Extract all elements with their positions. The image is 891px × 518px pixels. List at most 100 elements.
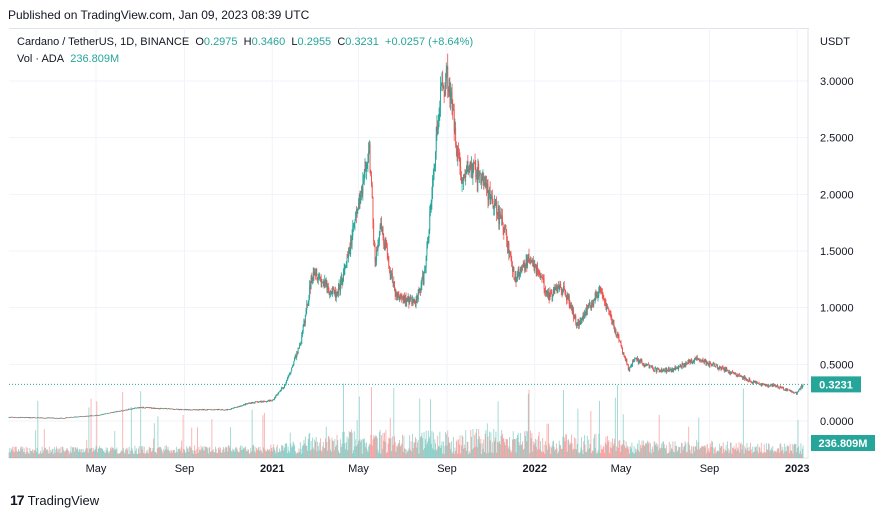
volume-bar xyxy=(774,451,776,458)
volume-bar xyxy=(563,389,565,458)
volume-bar xyxy=(312,437,314,458)
candle-body xyxy=(227,409,229,410)
volume-bar xyxy=(351,432,353,458)
candle-body xyxy=(681,365,682,368)
volume-bar xyxy=(532,441,534,458)
volume-bar xyxy=(378,432,380,458)
candle-body xyxy=(428,230,430,239)
volume-bar xyxy=(449,443,451,458)
volume-bar xyxy=(698,417,700,458)
candle-body xyxy=(376,249,378,251)
candle-body xyxy=(642,364,644,366)
candle-body xyxy=(413,299,415,303)
candle-body xyxy=(197,409,198,411)
volume-bar xyxy=(45,447,47,458)
candle-body xyxy=(537,271,539,275)
volume-bar xyxy=(236,448,238,458)
candle-body xyxy=(12,417,14,418)
volume-bar xyxy=(387,443,389,458)
candle-body xyxy=(24,417,26,419)
volume-bar xyxy=(622,414,624,458)
candle-body xyxy=(94,415,96,417)
candle-body xyxy=(694,358,695,362)
volume-bar xyxy=(442,441,444,458)
volume-bar xyxy=(168,449,170,458)
candle-body xyxy=(84,416,86,417)
volume-bar xyxy=(302,446,303,458)
candle-body xyxy=(776,385,778,387)
volume-bar xyxy=(419,437,421,458)
currency-unit[interactable]: USDT xyxy=(820,36,850,48)
volume-bar xyxy=(249,452,251,458)
volume-bar xyxy=(701,446,703,458)
volume-bar xyxy=(260,450,262,458)
candle-body xyxy=(545,290,547,292)
candle-body xyxy=(301,335,303,344)
x-tick-label: 2021 xyxy=(260,463,284,475)
volume-bar xyxy=(353,431,355,458)
volume-legend: Vol · ADA 236.809M xyxy=(17,53,119,65)
candle-body xyxy=(86,416,88,417)
candle-body xyxy=(132,408,134,409)
candle-body xyxy=(217,409,219,410)
volume-bar xyxy=(433,450,435,458)
candle-body xyxy=(684,364,686,366)
volume-bar xyxy=(294,450,296,458)
volume-bar xyxy=(730,442,732,458)
symbol-name[interactable]: Cardano / TetherUS, 1D, BINANCE xyxy=(17,36,190,48)
volume-bar xyxy=(639,452,641,458)
candle-body xyxy=(72,417,74,418)
volume-bar xyxy=(76,449,78,458)
candle-body xyxy=(87,416,89,417)
candle-body xyxy=(649,365,651,369)
volume-bar xyxy=(599,400,600,458)
candle-body xyxy=(52,417,54,419)
candle-body xyxy=(240,405,242,407)
volume-bar xyxy=(376,438,378,458)
volume-bar xyxy=(390,438,392,458)
volume-bar xyxy=(97,448,99,458)
volume-label[interactable]: Vol · ADA xyxy=(17,53,65,65)
volume-bar xyxy=(780,443,782,458)
candle-body xyxy=(269,400,271,402)
candle-body xyxy=(267,400,269,402)
volume-bar xyxy=(79,449,80,458)
volume-bar xyxy=(10,448,12,458)
candle-body xyxy=(574,315,576,319)
volume-bar xyxy=(507,448,509,458)
volume-bar xyxy=(514,438,516,458)
candle-body xyxy=(343,272,344,281)
candle-body xyxy=(135,407,137,409)
volume-bar xyxy=(297,452,298,458)
footer-brand[interactable]: 17 TradingView xyxy=(10,492,99,508)
candle-body xyxy=(23,417,25,418)
candle-body xyxy=(748,378,750,381)
candle-body xyxy=(659,370,661,372)
candle-body xyxy=(363,180,365,182)
volume-bar xyxy=(243,447,244,458)
candle-body xyxy=(258,401,260,403)
candle-body xyxy=(553,288,555,290)
volume-bar xyxy=(174,453,176,458)
volume-bar xyxy=(155,451,157,458)
volume-bar xyxy=(437,435,439,458)
volume-bar xyxy=(794,444,796,458)
candle-body xyxy=(622,348,623,354)
volume-bar xyxy=(122,448,124,458)
volume-bar xyxy=(748,446,750,458)
candle-body xyxy=(30,417,32,419)
volume-bar xyxy=(138,448,139,458)
candle-body xyxy=(658,368,659,370)
volume-bar xyxy=(599,452,601,458)
candle-body xyxy=(668,368,670,370)
candle-body xyxy=(585,308,587,316)
volume-bar xyxy=(527,393,529,458)
volume-bar xyxy=(96,401,98,458)
volume-bar xyxy=(368,443,370,458)
volume-bar xyxy=(386,453,388,458)
candle-body xyxy=(606,306,608,307)
candle-body xyxy=(530,262,531,264)
candle-body xyxy=(212,409,214,411)
volume-bar xyxy=(675,446,677,458)
